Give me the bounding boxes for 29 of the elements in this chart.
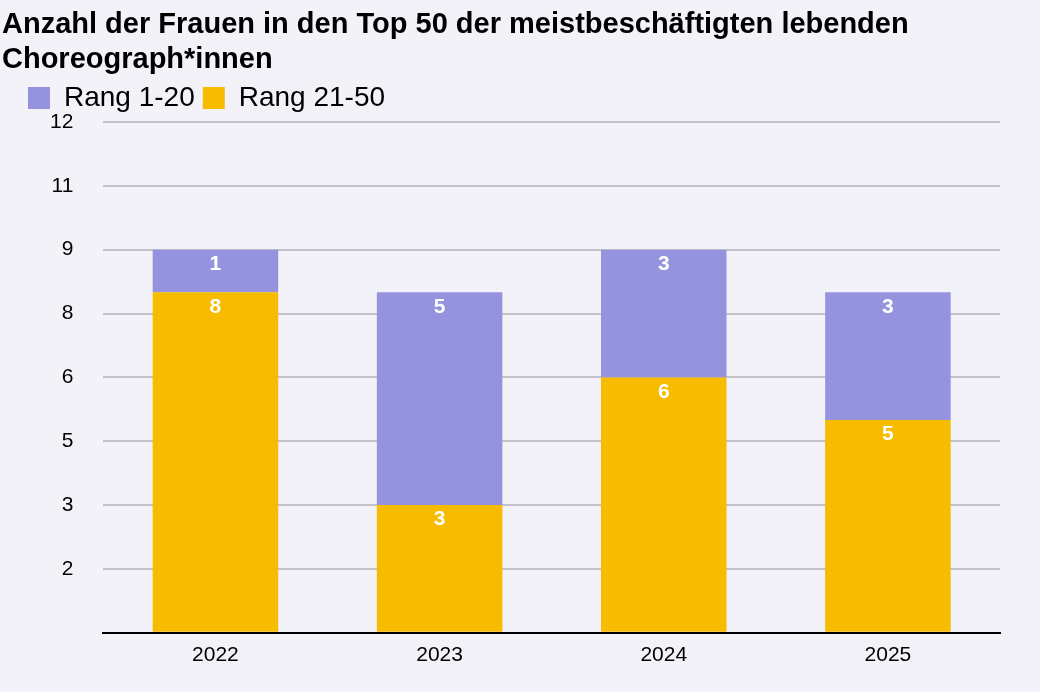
bar (600, 249, 727, 378)
bar (825, 419, 951, 632)
y-tick-label: 8 (61, 300, 74, 324)
data-label: 5 (882, 421, 895, 445)
data-label: 8 (209, 293, 222, 317)
y-tick-label: 3 (61, 491, 74, 515)
bar (152, 249, 279, 293)
x-tick-label: 2023 (416, 642, 463, 666)
x-tick-label: 2022 (192, 642, 239, 666)
x-tick-label: 2025 (864, 642, 912, 666)
bar (376, 505, 503, 632)
data-label: 3 (433, 506, 446, 530)
bar (376, 292, 503, 506)
y-tick-label: 9 (61, 236, 74, 260)
y-tick-label: 6 (61, 364, 74, 388)
bar (152, 292, 279, 632)
data-label: 5 (433, 293, 446, 317)
bar (825, 292, 951, 420)
data-label: 6 (657, 378, 670, 402)
x-tick-label: 2024 (640, 642, 688, 666)
legend-label: Rang 21-50 (238, 80, 386, 112)
data-label: 3 (882, 293, 894, 317)
chart-title: Anzahl der Frauen in den Top 50 der meistbeschäftigten lebenden Choreograph*innen (1, 6, 910, 76)
y-tick-label: 11 (51, 172, 74, 196)
y-tick-label: 2 (61, 555, 74, 579)
data-label: 1 (209, 251, 222, 274)
bar (600, 377, 727, 632)
y-tick-label: 5 (61, 428, 74, 452)
data-label: 3 (657, 251, 670, 274)
